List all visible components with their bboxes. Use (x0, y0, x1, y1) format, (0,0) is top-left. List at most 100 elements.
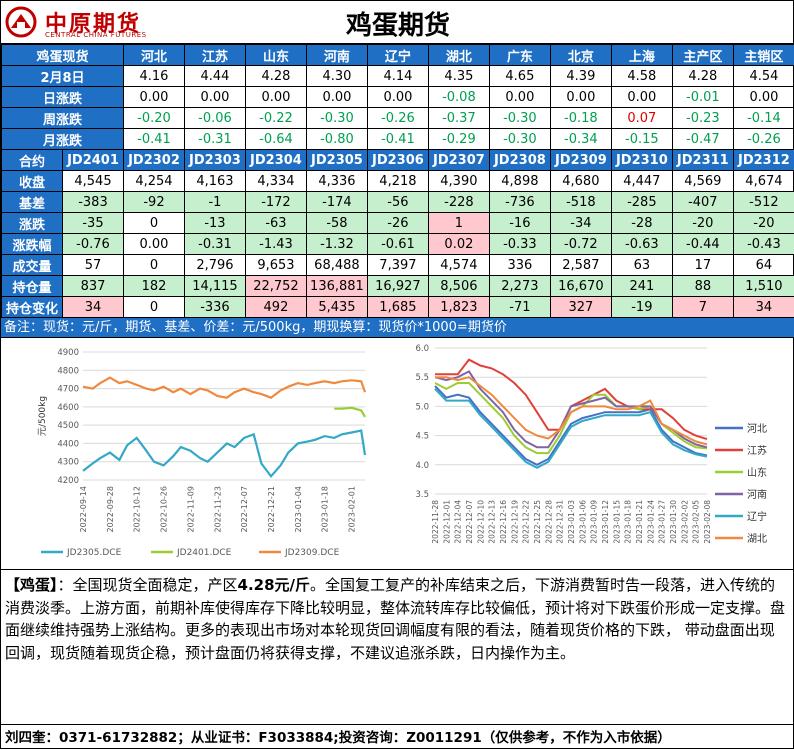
futures-value-cell: 22,752 (245, 276, 306, 297)
header: 中原期货 CENTRAL CHINA FUTURES 鸡蛋期货 (1, 1, 794, 44)
spot-value-cell: -0.08 (428, 87, 489, 108)
spot-value-cell: -0.37 (428, 108, 489, 129)
spot-value-cell: 0.00 (611, 87, 672, 108)
futures-value-cell: -172 (245, 192, 306, 213)
spot-value-cell: -0.29 (428, 129, 489, 150)
spot-value-cell: 4.44 (184, 66, 245, 87)
x-tick-label: 2022-12-10 (476, 500, 485, 544)
futures-value-cell: -19 (611, 297, 672, 318)
row-label: 月涨跌 (2, 129, 124, 150)
futures-value-cell: 4,545 (62, 171, 123, 192)
futures-value-cell: -285 (611, 192, 672, 213)
x-tick-label: 2023-01-27 (658, 500, 667, 544)
x-tick-label: 2023-01-12 (601, 500, 610, 544)
contract-header: JD2309 (550, 150, 611, 171)
region-header: 江苏 (184, 45, 245, 66)
futures-value-cell: 0.02 (428, 234, 489, 255)
futures-value-cell: -92 (123, 192, 184, 213)
spot-value-cell: -0.64 (245, 129, 306, 150)
futures-value-cell: -20 (672, 213, 733, 234)
futures-value-cell: -407 (672, 192, 733, 213)
spot-value-cell: 4.39 (550, 66, 611, 87)
region-header: 主销区 (733, 45, 794, 66)
futures-value-cell: -35 (62, 213, 123, 234)
futures-value-cell: -71 (489, 297, 550, 318)
spot-value-cell: 4.30 (306, 66, 367, 87)
futures-value-cell: 136,881 (306, 276, 367, 297)
futures-value-cell: -26 (367, 213, 428, 234)
y-tick-label: 3.5 (415, 490, 429, 500)
spot-value-cell: 0.00 (123, 87, 184, 108)
contract-header: JD2312 (733, 150, 794, 171)
x-tick-label: 2022-11-23 (213, 486, 222, 533)
row-label: 成交量 (2, 255, 63, 276)
x-tick-label: 2023-01-04 (294, 486, 303, 533)
row-label: 2月8日 (2, 66, 124, 87)
futures-value-cell: -0.43 (733, 234, 794, 255)
futures-value-cell: 182 (123, 276, 184, 297)
spot-value-cell: -0.26 (367, 108, 428, 129)
spot-value-cell: -0.30 (489, 129, 550, 150)
futures-value-cell: 68,488 (306, 255, 367, 276)
futures-value-cell: 1 (428, 213, 489, 234)
region-header: 辽宁 (367, 45, 428, 66)
series-line (83, 431, 365, 477)
comment-lead-suffix: ：全国现货全面稳定，产区 (58, 576, 238, 594)
futures-value-cell: 492 (245, 297, 306, 318)
futures-value-cell: -0.72 (550, 234, 611, 255)
futures-value-cell: 7 (672, 297, 733, 318)
x-tick-label: 2022-09-28 (106, 486, 115, 533)
spot-value-cell: 4.65 (489, 66, 550, 87)
futures-value-cell: -736 (489, 192, 550, 213)
futures-value-cell: -0.61 (367, 234, 428, 255)
futures-value-cell: 4,163 (184, 171, 245, 192)
futures-value-cell: 336 (489, 255, 550, 276)
spot-value-cell: 0.00 (733, 87, 794, 108)
futures-value-cell: 34 (62, 297, 123, 318)
futures-value-cell: -518 (550, 192, 611, 213)
row-label: 涨跌 (2, 213, 63, 234)
spot-row: 周涨跌-0.20-0.06-0.22-0.30-0.26-0.37-0.30-0… (2, 108, 794, 129)
x-tick-label: 2022-11-09 (186, 486, 195, 533)
spot-value-cell: 0.00 (306, 87, 367, 108)
spot-value-cell: 4.28 (672, 66, 733, 87)
x-tick-label: 2022-12-21 (267, 486, 276, 533)
spot-value-cell: -0.23 (672, 108, 733, 129)
spot-value-cell: -0.01 (672, 87, 733, 108)
x-tick-label: 2022-10-26 (160, 486, 169, 533)
spot-value-cell: 4.54 (733, 66, 794, 87)
spot-value-cell: -0.41 (123, 129, 184, 150)
spot-row: 月涨跌-0.41-0.31-0.64-0.80-0.41-0.29-0.30-0… (2, 129, 794, 150)
x-tick-label: 2022-12-07 (240, 486, 249, 533)
futures-value-cell: 64 (733, 255, 794, 276)
futures-value-cell: -20 (733, 213, 794, 234)
spot-value-cell: 0.00 (245, 87, 306, 108)
row-label: 周涨跌 (2, 108, 124, 129)
futures-value-cell: -0.33 (489, 234, 550, 255)
futures-value-cell: 34 (733, 297, 794, 318)
spot-value-cell: 0.00 (184, 87, 245, 108)
x-tick-label: 2022-12-28 (544, 500, 553, 544)
futures-value-cell: 4,680 (550, 171, 611, 192)
x-tick-label: 2023-01-30 (669, 500, 678, 544)
spot-label-cell: 鸡蛋现货 (2, 45, 124, 66)
x-tick-label: 2023-01-24 (646, 500, 655, 544)
x-tick-label: 2023-01-18 (321, 486, 330, 533)
futures-value-cell: 5,435 (306, 297, 367, 318)
row-label: 持仓量 (2, 276, 63, 297)
region-header: 山东 (245, 45, 306, 66)
futures-value-cell: 241 (611, 276, 672, 297)
note-bar: 备注：现货：元/斤，期货、基差、价差：元/500kg，期现换算：现货价*1000… (1, 318, 794, 338)
contract-header: JD2302 (123, 150, 184, 171)
futures-value-cell: 4,569 (672, 171, 733, 192)
x-tick-label: 2022-12-04 (454, 500, 463, 544)
y-tick-label: 4.5 (415, 432, 429, 442)
region-header: 主产区 (672, 45, 733, 66)
futures-value-cell: -0.31 (184, 234, 245, 255)
region-header: 北京 (550, 45, 611, 66)
contract-label-cell: 合约 (2, 150, 63, 171)
futures-value-cell: -1.43 (245, 234, 306, 255)
series-line (334, 408, 365, 417)
futures-value-cell: 4,674 (733, 171, 794, 192)
